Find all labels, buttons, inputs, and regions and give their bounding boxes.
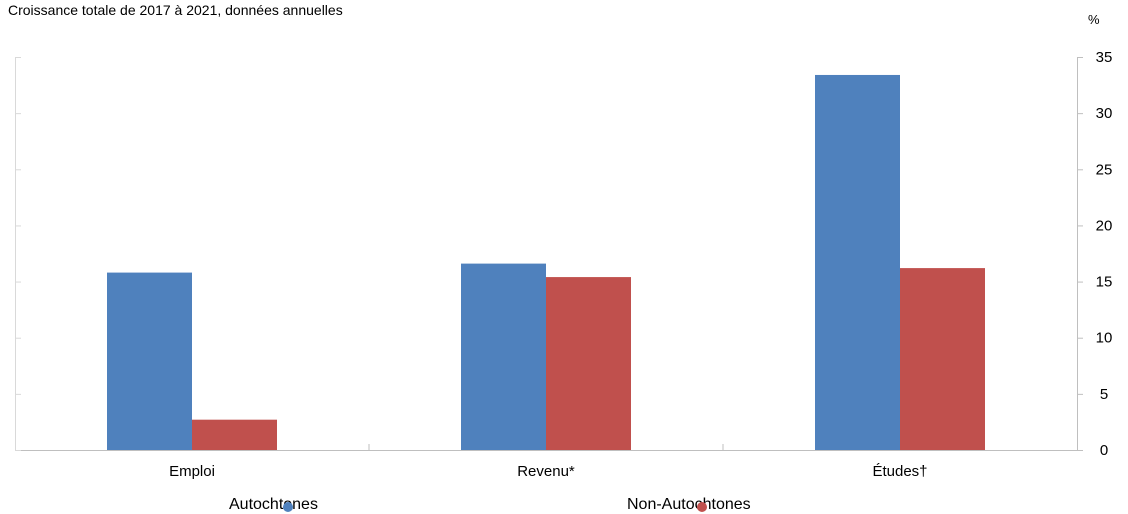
x-tick-label-2: Études†	[872, 463, 927, 480]
legend-swatch-autochtones	[283, 502, 293, 512]
legend-item-non-autochtones: Non-Autochtones	[627, 496, 751, 514]
y-tick-label-4: 20	[1096, 217, 1113, 234]
bar-autochtones-0	[107, 272, 192, 450]
y-tick-label-5: 25	[1096, 161, 1113, 178]
y-tick-label-6: 30	[1096, 105, 1113, 122]
y-tick-label-3: 15	[1096, 274, 1113, 291]
y-axis-unit: %	[1088, 12, 1100, 27]
y-tick-label-0: 0	[1100, 442, 1108, 459]
bar-non-autochtones-0	[192, 419, 277, 450]
legend-label-autochtones: Autochtones	[229, 496, 318, 513]
legend-swatch-non-autochtones	[697, 502, 707, 512]
chart-subtitle: Croissance totale de 2017 à 2021, donnée…	[8, 2, 343, 18]
x-tick-label-1: Revenu*	[517, 463, 575, 480]
bar-chart: Emploi Revenu* Études† 0 5 10 15 20 25 30 35	[15, 49, 1113, 480]
bar-non-autochtones-1	[546, 277, 631, 450]
y-tick-label-1: 5	[1100, 386, 1108, 403]
legend-item-autochtones: Autochtones	[229, 496, 318, 514]
bar-non-autochtones-2	[900, 268, 985, 450]
y-tick-label-7: 35	[1096, 49, 1113, 66]
y-tick-label-2: 10	[1096, 330, 1113, 347]
legend-label-non-autochtones: Non-Autochtones	[627, 496, 751, 513]
x-tick-label-0: Emploi	[169, 463, 215, 480]
bar-autochtones-2	[815, 74, 900, 451]
bar-autochtones-1	[461, 263, 546, 450]
